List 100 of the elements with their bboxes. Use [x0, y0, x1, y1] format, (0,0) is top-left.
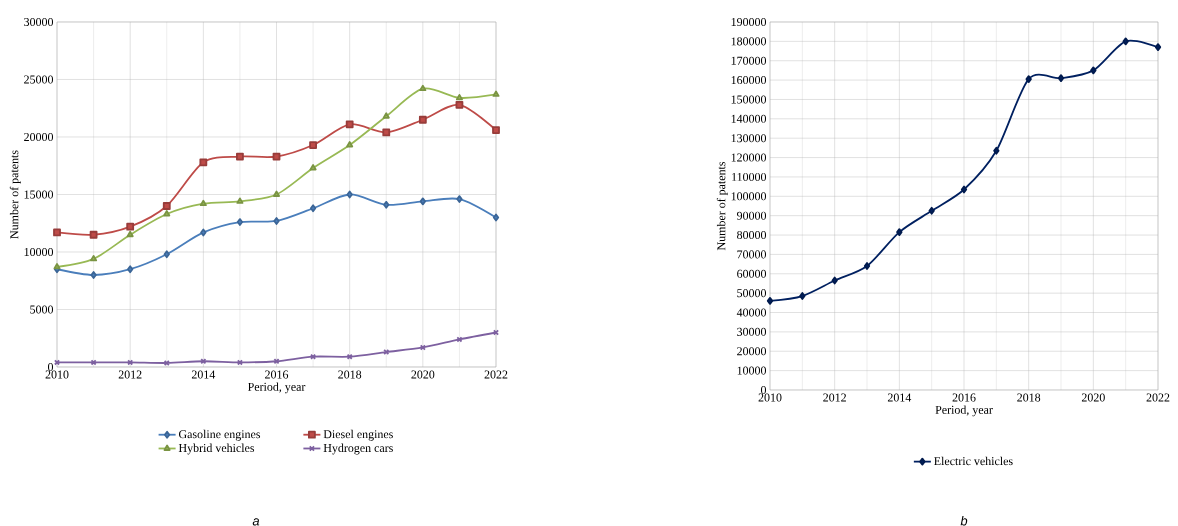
point [766, 296, 774, 305]
point [382, 112, 390, 119]
point [53, 263, 61, 270]
point [1057, 74, 1065, 83]
x-tick-label: 2010 [758, 393, 782, 402]
y-tick-label: 10000 [24, 247, 54, 257]
point [236, 218, 244, 226]
text: b [960, 515, 968, 526]
point [346, 190, 353, 199]
point [383, 200, 390, 209]
legend-label: Diesel engines [323, 429, 393, 441]
point [928, 206, 935, 215]
x-axis-title: Period, year [247, 382, 306, 394]
x-tick-label: 2012 [823, 393, 846, 402]
y-tick-label: 60000 [737, 269, 767, 278]
x-tick-label: 2014 [191, 370, 216, 379]
y-tick-label: 15000 [24, 190, 54, 199]
y-tick-label: 20000 [737, 347, 767, 356]
point [126, 230, 134, 238]
point [162, 202, 171, 210]
point [419, 84, 427, 92]
point [492, 126, 500, 134]
y-tick-label: 140000 [731, 114, 767, 123]
point [863, 262, 871, 270]
y-tick-label: 50000 [737, 289, 767, 298]
x-tick-label: 2022 [484, 370, 508, 379]
legend-label: Hydrogen cars [323, 443, 393, 455]
point [89, 230, 98, 239]
point [200, 228, 207, 237]
point [90, 359, 97, 366]
point [346, 141, 354, 148]
text: a [252, 518, 260, 526]
y-tick-label: 25000 [24, 75, 54, 84]
x-tick-label: 2012 [118, 370, 142, 379]
y-tick-label: 30000 [737, 327, 767, 336]
point [993, 146, 1000, 155]
y-tick-label: 120000 [731, 153, 767, 162]
point [309, 141, 317, 149]
y-tick-label: 5000 [30, 305, 54, 314]
y-tick-label: 80000 [737, 231, 767, 240]
point [126, 222, 135, 231]
x-tick-label: 2018 [1017, 393, 1041, 402]
point [456, 195, 463, 203]
point [90, 254, 98, 262]
x-tick-label: 2020 [1081, 393, 1105, 402]
x-tick-label: 2020 [411, 370, 435, 379]
point [309, 204, 317, 213]
point [419, 197, 426, 206]
y-tick-label: 70000 [737, 250, 767, 259]
y-axis-title: Number of patents [9, 150, 21, 239]
x-tick-label: 2018 [338, 370, 362, 379]
point [456, 336, 463, 343]
point [455, 100, 464, 109]
point [53, 228, 61, 237]
y-tick-label: 90000 [737, 211, 767, 220]
point [1090, 66, 1097, 75]
legend-label: Gasoline engines [178, 429, 261, 441]
point [199, 199, 207, 207]
point [90, 271, 97, 279]
point [1025, 75, 1032, 84]
x-tick-label: 2014 [887, 393, 912, 402]
point [418, 115, 427, 124]
point [236, 152, 244, 161]
y-axis-title: Number of patents [716, 161, 728, 251]
point [163, 250, 170, 259]
point [492, 90, 500, 97]
point [799, 292, 806, 300]
point [455, 93, 463, 101]
point [1122, 37, 1129, 46]
point [273, 217, 280, 225]
y-tick-label: 30000 [24, 17, 54, 27]
y-tick-label: 100000 [731, 192, 767, 201]
x-tick-label: 2010 [45, 370, 69, 379]
point [127, 265, 134, 274]
y-tick-label: 130000 [731, 134, 767, 143]
y-tick-label: 40000 [736, 308, 767, 317]
point [382, 128, 391, 137]
point [236, 197, 244, 204]
y-tick-label: 10000 [737, 366, 767, 375]
y-tick-label: 170000 [731, 56, 767, 65]
x-tick-label: 2016 [265, 370, 289, 379]
y-tick-label: 160000 [731, 76, 767, 85]
point [1154, 43, 1162, 52]
x-axis-title: Period, year [935, 405, 993, 417]
point [896, 228, 903, 237]
point [345, 120, 354, 129]
point [492, 213, 500, 222]
x-tick-label: 2022 [1146, 393, 1170, 402]
x-tick-label: 2016 [952, 393, 976, 402]
point [163, 210, 171, 217]
point [960, 185, 968, 194]
y-tick-label: 180000 [731, 37, 767, 46]
point [273, 190, 281, 197]
point [199, 158, 208, 167]
legend-label: Electric vehicles [934, 456, 1013, 466]
point [309, 164, 317, 171]
y-tick-label: 150000 [731, 95, 767, 104]
y-tick-label: 110000 [732, 172, 767, 181]
legend-label: Hybrid vehicles [178, 443, 255, 455]
y-tick-label: 20000 [24, 132, 54, 142]
